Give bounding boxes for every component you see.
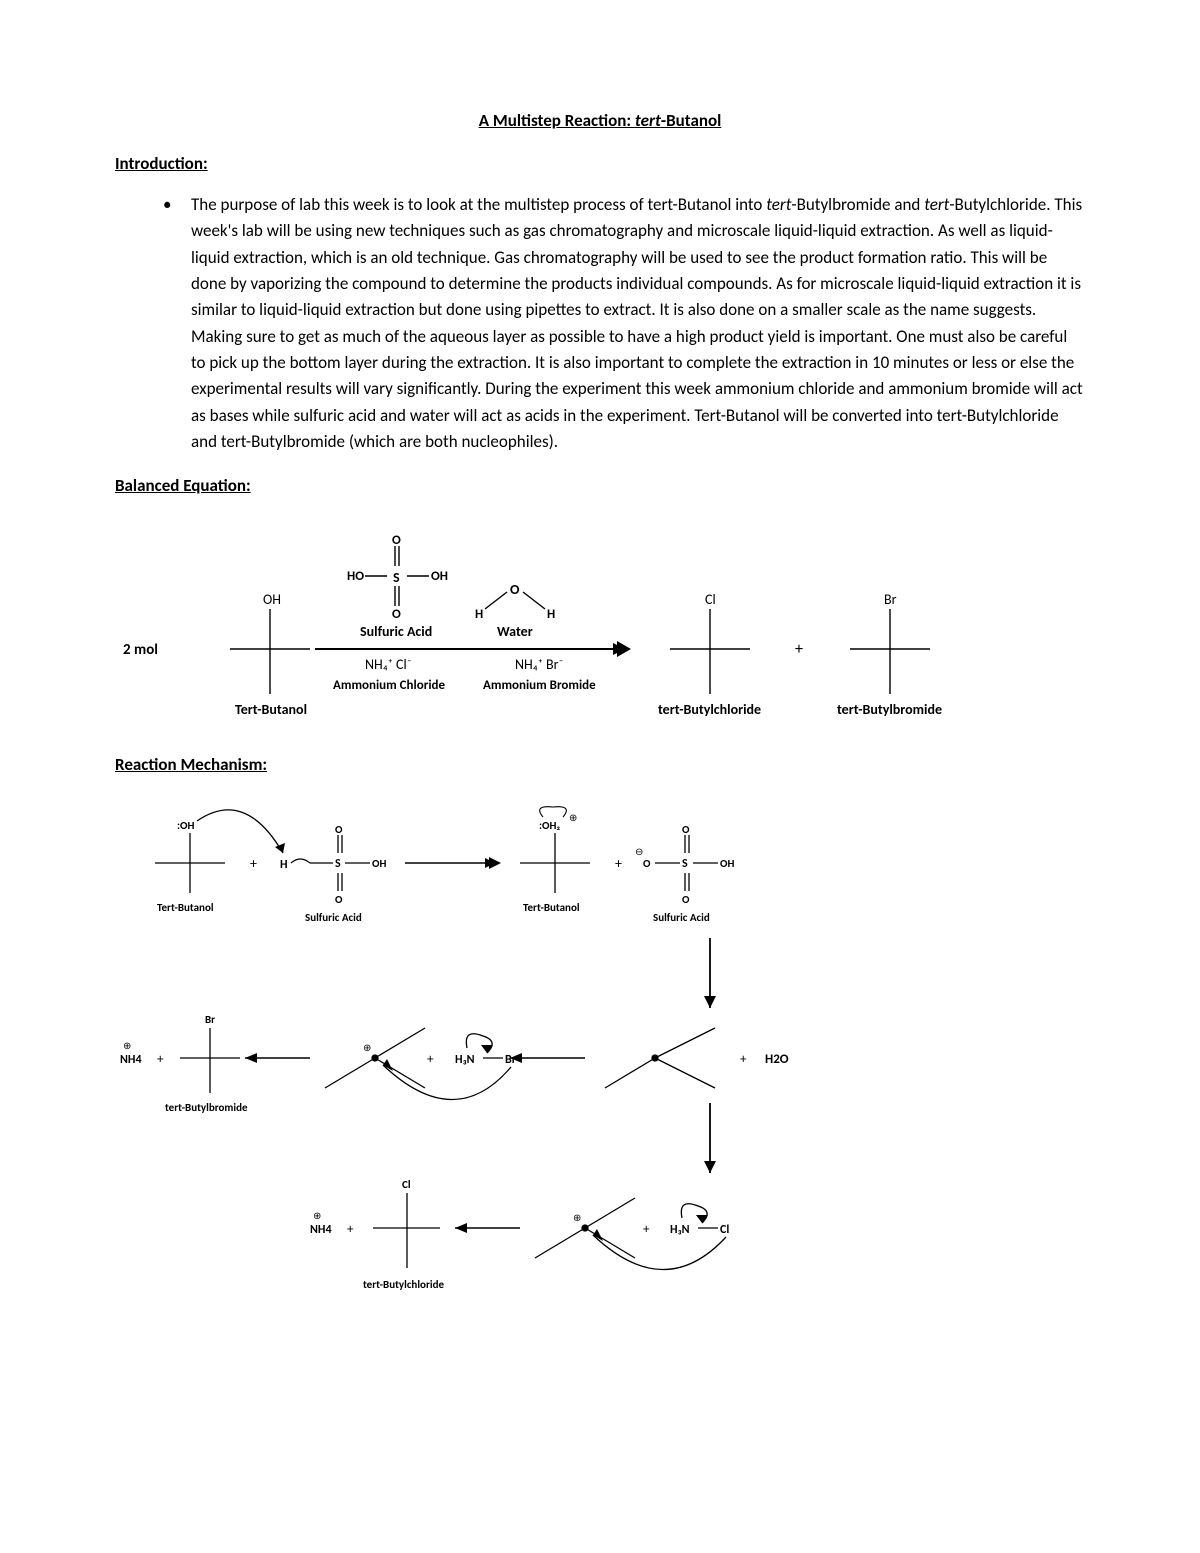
intro-bullet: • The purpose of lab this week is to loo… — [163, 192, 1085, 455]
sulf-label: Sulfuric Acid — [360, 623, 432, 640]
m-nh4-charge2: ⊕ — [313, 1209, 321, 1222]
heading-reaction-mechanism: Reaction Mechanism: — [115, 754, 1085, 775]
balanced-equation-diagram: OH 2 mol Tert-Butanol O HO OH S O Sulfur… — [115, 514, 1035, 744]
title-italic: tert — [635, 110, 661, 131]
document-page: A Multistep Reaction: tert-Butanol Intro… — [0, 0, 1200, 1553]
plus-products: + — [795, 640, 803, 659]
prod2-label: tert-Butylbromide — [837, 701, 942, 718]
m-r1-oh: :OH — [177, 819, 194, 832]
m-p1-label: Tert-Butanol — [523, 901, 580, 914]
water-h2: H — [547, 607, 555, 622]
water-label: Water — [497, 623, 533, 640]
water-h1: H — [475, 607, 483, 622]
intro-seg1: The purpose of lab this week is to look … — [191, 194, 766, 215]
nh4cl-label: Ammonium Chloride — [333, 678, 446, 693]
m-plus3: + — [427, 1052, 434, 1067]
m-p1-charge: ⊕ — [569, 811, 577, 824]
m-h3n-cl: H₃N — [670, 1223, 690, 1237]
m-prod-br: Br — [205, 1013, 215, 1026]
m-r1-label: Tert-Butanol — [157, 901, 214, 914]
m-plus1: + — [250, 855, 257, 872]
sulf-ho: HO — [347, 569, 364, 584]
m-plus6: + — [347, 1222, 354, 1237]
m-p2-oh: OH — [720, 857, 734, 870]
heading-introduction: Introduction: — [115, 153, 1085, 174]
svg-text:S: S — [393, 569, 400, 586]
m-p2-s: S — [682, 857, 688, 871]
m-h2o: H2O — [765, 1052, 789, 1067]
title-pre: A Multistep Reaction: — [479, 110, 635, 131]
svg-text:⊕: ⊕ — [363, 1041, 371, 1054]
m-br-lg: Br — [505, 1053, 517, 1067]
m-acid-label: Sulfuric Acid — [305, 911, 362, 924]
water-o: O — [510, 581, 520, 598]
page-title: A Multistep Reaction: tert-Butanol — [115, 110, 1085, 131]
nh4cl-formula: NH₄⁺ Cl⁻ — [365, 656, 412, 673]
m-acid-s: S — [335, 857, 341, 871]
m-nh4-1: NH4 — [120, 1053, 142, 1067]
reaction-mechanism-diagram: :OH Tert-Butanol + H S OH O O Sulfuric A… — [115, 793, 1035, 1333]
m-cl-lg: Cl — [720, 1223, 729, 1237]
title-post: -Butanol — [661, 110, 721, 131]
prod1-label: tert-Butylchloride — [658, 701, 761, 718]
m-p2-o-bot: O — [682, 893, 690, 906]
bullet-icon: • — [163, 192, 191, 455]
m-acid-o2: O — [335, 893, 343, 906]
prod1-cl: Cl — [705, 591, 716, 608]
m-p2-o: O — [643, 857, 651, 870]
prod2-br: Br — [884, 591, 897, 608]
svg-text:⊕: ⊕ — [573, 1211, 581, 1224]
intro-seg3: -Butylbromide and — [791, 194, 924, 215]
reactant-oh: OH — [263, 591, 281, 608]
nh4br-formula: NH₄⁺ Br⁻ — [515, 656, 564, 673]
m-acid-h: H — [280, 858, 288, 872]
m-prod-cl: Cl — [402, 1178, 411, 1191]
intro-text: The purpose of lab this week is to look … — [191, 192, 1085, 455]
sulf-oh: OH — [431, 569, 448, 584]
m-prod-cl-label: tert-Butylchloride — [363, 1278, 444, 1291]
m-plus4: + — [157, 1052, 164, 1067]
m-p2-label: Sulfuric Acid — [653, 911, 710, 924]
m-prod-br-label: tert-Butylbromide — [165, 1101, 248, 1114]
nh4br-label: Ammonium Bromide — [483, 678, 596, 693]
reactant-name: Tert-Butanol — [235, 701, 307, 718]
m-plus-h2o: + — [740, 1052, 747, 1067]
m-h3n: H₃N — [455, 1053, 475, 1067]
m-p1-oh2: :OH₂ — [539, 819, 560, 832]
m-p2-charge: ⊖ — [635, 845, 643, 858]
sulf-o-bot: O — [392, 607, 401, 622]
m-p2-o-top: O — [682, 823, 690, 836]
reactant-qty: 2 mol — [123, 641, 158, 659]
intro-seg2: tert — [766, 194, 791, 215]
sulf-o-top: O — [392, 533, 401, 548]
intro-seg4: tert — [924, 194, 949, 215]
m-plus5: + — [643, 1222, 650, 1237]
m-nh4-charge1: ⊕ — [123, 1039, 131, 1052]
intro-seg5: -Butylchloride. This week's lab will be … — [191, 194, 1083, 452]
m-plus2: + — [615, 855, 622, 872]
m-acid-o1: O — [335, 823, 343, 836]
heading-balanced-equation: Balanced Equation: — [115, 475, 1085, 496]
m-acid-oh: OH — [372, 857, 386, 870]
m-nh4-2: NH4 — [310, 1223, 332, 1237]
